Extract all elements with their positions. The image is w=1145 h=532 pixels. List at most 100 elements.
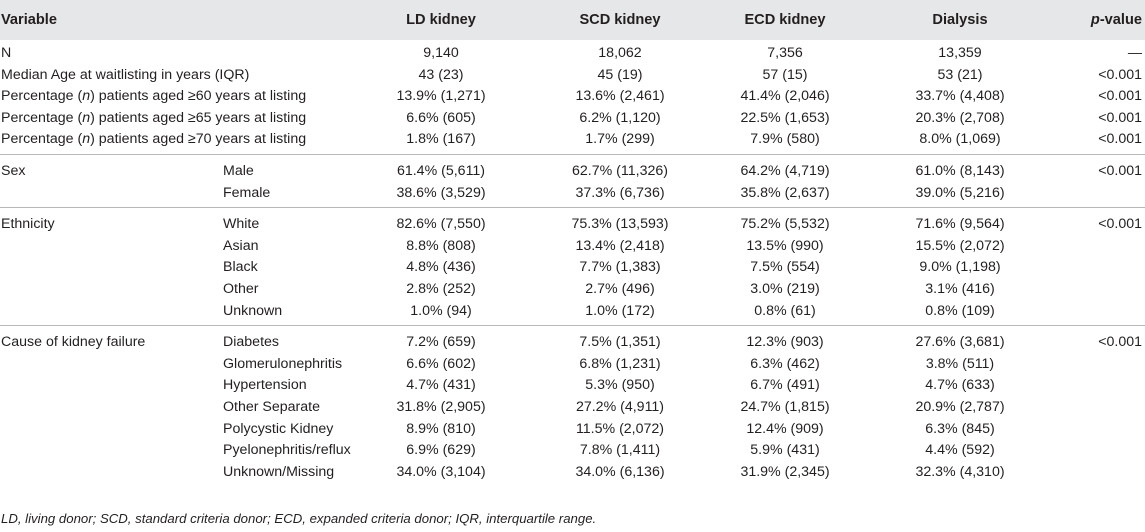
table-cell-c3: 1.0% (172) [585, 302, 655, 319]
table-cell-c1: Unknown/Missing [223, 463, 335, 480]
table-cell-c1: Pyelonephritis/reflux [223, 442, 351, 459]
table-cell-c2: 31.8% (2,905) [396, 399, 486, 415]
table-cell-c3: 37.3% (6,736) [575, 184, 665, 201]
table-cell-c2: 9,140 [423, 45, 459, 61]
table-cell-c5: 27.6% (3,681) [915, 334, 1005, 351]
table-cell-c5: 6.3% (845) [925, 420, 995, 437]
table-cell-c5: 32.3% (4,310) [915, 463, 1005, 480]
table-cell-c5: 8.0% (1,069) [919, 131, 1001, 148]
group-divider [0, 154, 1145, 155]
table-cell-c5: 33.7% (4,408) [915, 88, 1005, 105]
table-cell-c1: Female [223, 184, 271, 201]
table-cell-c4: 41.4% (2,046) [740, 88, 830, 105]
table-row: Unknown 1.0% (94) 1.0% (172) 0.8% (61) 0.8% … [0, 301, 1145, 322]
header-ld-kidney: LD kidney [406, 12, 476, 28]
table-row: Female 38.6% (3,529) 37.3% (6,736) 35.8% (2… [0, 183, 1145, 204]
table-cell-c4: 6.7% (491) [750, 377, 820, 394]
table-row: Black 4.8% (436) 7.7% (1,383) 7.5% (554) 9.0… [0, 257, 1145, 278]
table-cell-c4: 75.2% (5,532) [740, 216, 830, 233]
table-cell-c6: <0.001 [1098, 334, 1142, 351]
table-cell-c3: 11.5% (2,072) [575, 420, 665, 437]
table-cell-c0: N [1, 45, 12, 61]
table-cell-c3: 18,062 [598, 45, 642, 61]
table-cell-c0: Median Age at waitlisting in years (IQR) [1, 66, 250, 83]
table-cell-c5: 13,359 [938, 45, 982, 61]
table-cell-c2: 8.9% (810) [406, 420, 476, 437]
table-cell-c1: Diabetes [223, 334, 279, 351]
table-cell-c0: Percentage (n) patients aged ≥70 years a… [1, 131, 307, 148]
table-cell-c3: 1.7% (299) [585, 131, 655, 148]
table-row: Glomerulonephritis 6.6% (602) 6.8% (1,231)… [0, 354, 1145, 375]
table-cell-c4: 3.0% (219) [750, 281, 820, 297]
table-cell-c2: 2.8% (252) [406, 281, 476, 297]
header-variable: Variable [1, 12, 57, 28]
table-cell-c5: 39.0% (5,216) [915, 184, 1005, 201]
table-cell-c5: 0.8% (109) [925, 302, 995, 319]
table-cell-c2: 4.8% (436) [406, 259, 476, 276]
table-cell-c1: Other [223, 281, 259, 297]
table-cell-c3: 6.2% (1,120) [579, 109, 661, 126]
table-row: Other Separate 31.8% (2,905) 27.2% (4,911)… [0, 397, 1145, 418]
table-cell-c5: 4.7% (633) [925, 377, 995, 394]
table-cell-c6: <0.001 [1098, 66, 1142, 83]
table-cell-c5: 3.1% (416) [925, 281, 995, 297]
table-cell-c2: 1.0% (94) [410, 302, 472, 319]
table-row: Hypertension 4.7% (431) 5.3% (950) 6.7% (49… [0, 375, 1145, 396]
header-p-value: p-value [1090, 12, 1142, 28]
header-dialysis: Dialysis [932, 12, 988, 28]
table-row: Pyelonephritis/reflux 6.9% (629) 7.8% (1,4… [0, 440, 1145, 461]
table-cell-c3: 5.3% (950) [585, 377, 655, 394]
table-cell-c5: 4.4% (592) [925, 442, 995, 459]
table-cell-c4: 6.3% (462) [750, 355, 820, 372]
group-divider [0, 207, 1145, 209]
table-cell-c5: 20.3% (2,708) [915, 109, 1005, 126]
table-cell-c2: 43 (23) [418, 66, 464, 83]
table-cell-c1: Other Separate [223, 399, 321, 415]
table-row: Percentage (n) patients aged ≥65 years a… [0, 108, 1145, 129]
table-cell-c2: 6.9% (629) [406, 442, 476, 459]
table-cell-c4: 7.9% (580) [750, 131, 820, 148]
table-cell-c4: 24.7% (1,815) [740, 399, 830, 415]
table-cell-c1: Polycystic Kidney [223, 420, 334, 437]
group-divider [0, 325, 1145, 327]
table-row: Polycystic Kidney 8.9% (810) 11.5% (2,072)… [0, 419, 1145, 440]
table-cell-c6: — [1127, 45, 1142, 61]
table-cell-c5: 53 (21) [937, 66, 983, 83]
table-cell-c1: Glomerulonephritis [223, 355, 343, 372]
table-cell-c4: 13.5% (990) [746, 237, 824, 254]
table-cell-c4: 5.9% (431) [750, 442, 820, 459]
table-cell-c1: Male [223, 163, 254, 179]
table-cell-c1: Hypertension [223, 377, 307, 394]
table-cell-c5: 9.0% (1,198) [919, 259, 1001, 276]
table-cell-c4: 35.8% (2,637) [740, 184, 830, 201]
table-cell-c2: 8.8% (808) [406, 237, 476, 254]
table-header: Variable LD kidney SCD kidney ECD kidney… [0, 0, 1145, 40]
table-cell-c4: 12.3% (903) [746, 334, 824, 351]
table-cell-c0: Percentage (n) patients aged ≥65 years a… [1, 109, 307, 126]
table-cell-c0: Cause of kidney failure [1, 334, 146, 351]
table-cell-c3: 7.8% (1,411) [579, 442, 661, 459]
table-cell-c4: 0.8% (61) [754, 302, 816, 319]
table-cell-c2: 6.6% (605) [406, 109, 476, 126]
table-cell-c3: 13.6% (2,461) [575, 88, 665, 105]
table-row: N 9,140 18,062 7,356 13,359 — [0, 43, 1145, 64]
table-row: Unknown/Missing 34.0% (3,104) 34.0% (6,136… [0, 462, 1145, 483]
table-row: Percentage (n) patients aged ≥60 years a… [0, 86, 1145, 107]
header-ecd-kidney: ECD kidney [744, 12, 826, 28]
table-row: Ethnicity White 82.6% (7,550) 75.3% (13,593… [0, 214, 1145, 235]
table-cell-c3: 34.0% (6,136) [575, 463, 665, 480]
table-cell-c2: 1.8% (167) [406, 131, 476, 148]
table-footnote: LD, living donor; SCD, standard criteria… [1, 511, 597, 526]
table-cell-c3: 7.7% (1,383) [579, 259, 661, 276]
table-cell-c1: Black [223, 259, 258, 276]
table-cell-c4: 22.5% (1,653) [740, 109, 830, 126]
table-cell-c2: 13.9% (1,271) [396, 88, 486, 105]
table-cell-c5: 15.5% (2,072) [915, 237, 1005, 254]
table-cell-c6: <0.001 [1098, 163, 1142, 179]
table-cell-c3: 62.7% (11,326) [572, 163, 668, 179]
table-cell-c4: 12.4% (909) [746, 420, 824, 437]
table-row: Cause of kidney failure Diabetes 7.2% (659… [0, 332, 1145, 353]
table-cell-c4: 57 (15) [762, 66, 808, 83]
table-cell-c2: 4.7% (431) [406, 377, 476, 394]
table-cell-c2: 7.2% (659) [406, 334, 476, 351]
